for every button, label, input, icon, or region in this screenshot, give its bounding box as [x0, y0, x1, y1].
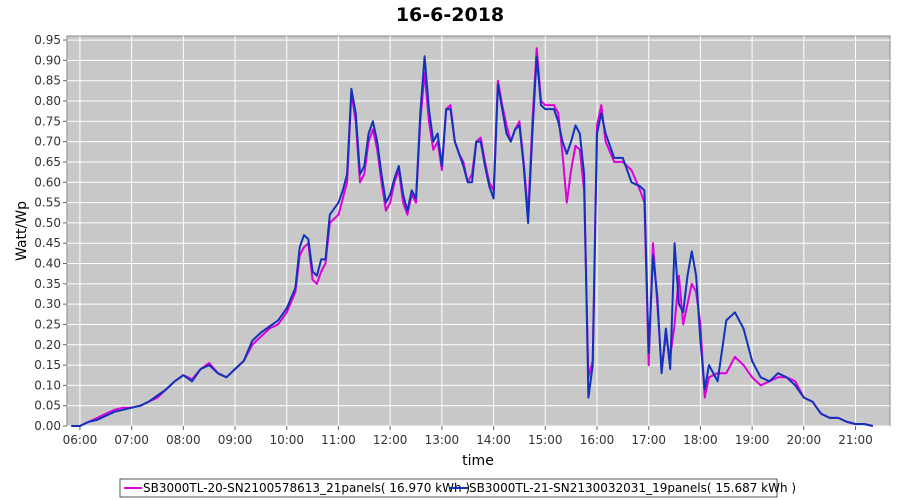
x-tick-label: 15:00	[528, 433, 563, 447]
series-line-1	[71, 47, 874, 427]
y-tick-label: 0.20	[34, 338, 61, 352]
y-tick-label: 0.80	[34, 94, 61, 108]
y-tick-label: 0.65	[34, 155, 61, 169]
y-tick-label: 0.35	[34, 277, 61, 291]
x-tick-label: 10:00	[269, 433, 304, 447]
chart-title: 16-6-2018	[396, 4, 504, 26]
x-tick-label: 11:00	[321, 433, 356, 447]
y-tick-label: 0.90	[34, 53, 61, 67]
x-tick-label: 09:00	[218, 433, 253, 447]
x-tick-label: 16:00	[580, 433, 615, 447]
series-line-2	[71, 55, 874, 427]
y-tick-label: 0.05	[34, 399, 61, 413]
y-axis-label: Watt/Wp	[14, 201, 30, 261]
y-tick-label: 0.40	[34, 257, 61, 271]
x-tick-label: 18:00	[683, 433, 718, 447]
x-tick-label: 06:00	[63, 433, 98, 447]
plot-area	[66, 35, 891, 427]
x-tick-label: 17:00	[631, 433, 666, 447]
y-tick-label: 0.00	[34, 419, 61, 433]
y-tick-label: 0.70	[34, 135, 61, 149]
series-lines	[71, 47, 874, 427]
legend-label-series-1: SB3000TL-20-SN2100578613_21panels( 16.97…	[143, 481, 470, 495]
y-tick-label: 0.75	[34, 114, 61, 128]
x-tick-label: 07:00	[114, 433, 149, 447]
x-axis-label: time	[462, 453, 494, 469]
y-tick-label: 0.25	[34, 317, 61, 331]
y-tick-label: 0.85	[34, 74, 61, 88]
y-tick-label: 0.95	[34, 33, 61, 47]
x-axis: 06:00 07:00 08:00 09:00 10:00 11:00 12:00 13:00…	[63, 426, 873, 447]
x-tick-label: 12:00	[373, 433, 408, 447]
y-tick-label: 0.30	[34, 297, 61, 311]
legend-label-series-2: SB3000TL-21-SN2130032031_19panels( 15.68…	[469, 481, 796, 495]
y-tick-label: 0.15	[34, 358, 61, 372]
legend-box	[119, 478, 778, 498]
y-tick-label: 0.45	[34, 236, 61, 250]
x-tick-label: 13:00	[425, 433, 460, 447]
y-axis: 0.00 0.05 0.10 0.15 0.20 0.25 0.30 0.35 0.40 0.45…	[34, 33, 67, 433]
y-tick-label: 0.10	[34, 378, 61, 392]
legend: SB3000TL-20-SN2100578613_21panels( 16.97…	[119, 478, 796, 498]
x-tick-label: 20:00	[787, 433, 822, 447]
x-tick-label: 08:00	[166, 433, 201, 447]
y-tick-label: 0.50	[34, 216, 61, 230]
x-tick-label: 14:00	[476, 433, 511, 447]
grid-lines	[67, 36, 890, 427]
x-tick-label: 19:00	[735, 433, 770, 447]
y-tick-label: 0.60	[34, 175, 61, 189]
x-tick-label: 21:00	[838, 433, 873, 447]
y-tick-label: 0.55	[34, 196, 61, 210]
